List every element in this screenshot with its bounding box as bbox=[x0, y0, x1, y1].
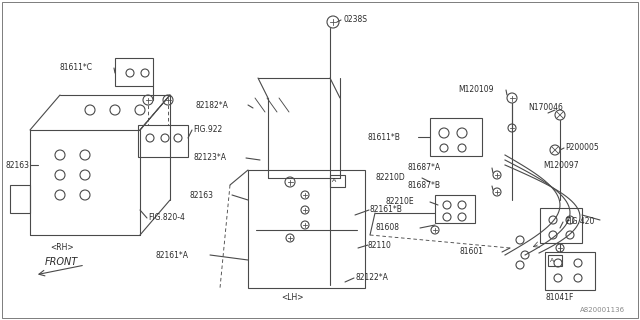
Bar bbox=[540, 208, 582, 243]
Text: 81687*B: 81687*B bbox=[408, 181, 441, 190]
Text: 82210D: 82210D bbox=[375, 173, 404, 182]
Text: FIG.420: FIG.420 bbox=[565, 218, 595, 227]
Text: FRONT: FRONT bbox=[45, 257, 78, 267]
Bar bbox=[115, 58, 153, 86]
Text: <RH>: <RH> bbox=[50, 244, 74, 252]
Bar bbox=[10, 185, 30, 213]
Bar bbox=[545, 252, 595, 290]
Bar bbox=[330, 175, 345, 187]
Text: P200005: P200005 bbox=[565, 143, 599, 153]
Text: 0238S: 0238S bbox=[343, 15, 367, 25]
Text: 81611*B: 81611*B bbox=[368, 132, 401, 141]
Text: FIG.922: FIG.922 bbox=[193, 125, 222, 134]
Text: 82122*A: 82122*A bbox=[355, 274, 388, 283]
Bar bbox=[138, 125, 188, 157]
Text: 81611*C: 81611*C bbox=[60, 63, 93, 73]
Text: A820001136: A820001136 bbox=[580, 307, 625, 313]
Text: 81041F: 81041F bbox=[545, 293, 573, 302]
Bar bbox=[435, 195, 475, 223]
Text: 82161*B: 82161*B bbox=[370, 205, 403, 214]
Text: 81608: 81608 bbox=[375, 223, 399, 233]
Text: 81687*A: 81687*A bbox=[408, 164, 441, 172]
Text: A: A bbox=[332, 179, 336, 183]
Text: 82210E: 82210E bbox=[385, 197, 413, 206]
Text: 82182*A: 82182*A bbox=[195, 100, 228, 109]
Text: M120109: M120109 bbox=[458, 85, 493, 94]
Text: 81601: 81601 bbox=[460, 247, 484, 257]
Bar bbox=[430, 118, 482, 156]
Text: A: A bbox=[550, 259, 554, 263]
Bar bbox=[548, 255, 562, 266]
Text: 82163: 82163 bbox=[5, 161, 29, 170]
Text: <LH>: <LH> bbox=[281, 293, 303, 302]
Text: 82110: 82110 bbox=[368, 241, 392, 250]
Text: FIG.820-4: FIG.820-4 bbox=[148, 213, 185, 222]
Bar bbox=[248, 170, 365, 288]
Text: N170046: N170046 bbox=[528, 103, 563, 113]
Text: 82163: 82163 bbox=[190, 190, 214, 199]
Text: M120097: M120097 bbox=[543, 161, 579, 170]
Text: 82161*A: 82161*A bbox=[155, 251, 188, 260]
Text: 82123*A: 82123*A bbox=[193, 154, 226, 163]
